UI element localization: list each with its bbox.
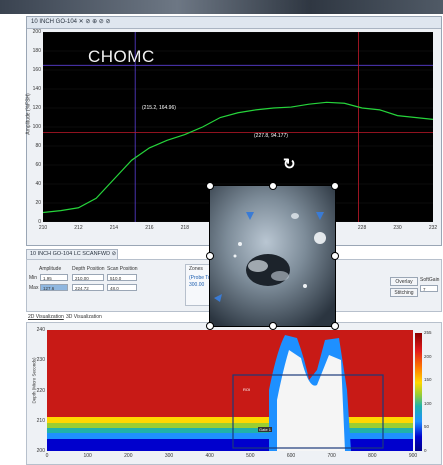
rotate-icon[interactable]: ↻ [283, 156, 296, 173]
colorbar-tick-label: 100 [424, 400, 432, 406]
heatmap-svg [47, 335, 413, 451]
heatmap-y-tick-label: 240 [36, 327, 45, 333]
window-title: 10 INCH GO-104 ✕ ⊘ ⊕ ⊘ ⊘ [31, 19, 111, 25]
x-tick-label: 228 [357, 225, 367, 231]
colorbar-tick-label: 200 [424, 353, 432, 359]
x-tick-label: 212 [74, 225, 83, 231]
min-depth-field[interactable]: 210.00 [72, 274, 104, 281]
heatmap-x-tick-label: 900 [408, 453, 418, 459]
tab-2d-visualization[interactable]: 2D Visualization [28, 314, 64, 320]
background-banner [0, 0, 443, 14]
y-tick-label: 60 [35, 162, 41, 168]
y-tick-label: 80 [35, 143, 41, 149]
heatmap-x-tick-label: 100 [83, 453, 92, 459]
y-tick-label: 180 [32, 48, 41, 54]
cscan-heatmap[interactable]: ROI Gate 1 [47, 330, 413, 451]
amplitude-series-line [43, 101, 433, 214]
heatmap-x-tick-label: 400 [205, 453, 214, 459]
cscan-window: Depth (Micro Seconds) ROI Gate 1 240 230 2… [26, 322, 442, 465]
heatmap-x-tick-label: 300 [164, 453, 174, 459]
roi-box [232, 374, 384, 449]
inspection-photo [210, 186, 335, 326]
max-amplitude-field[interactable]: 127.6 [40, 284, 68, 291]
visualization-tabs: 2D Visualization 3D Visualization [26, 312, 440, 322]
heatmap-x-tick-label: 0 [45, 453, 49, 459]
y-tick-label: 120 [32, 105, 41, 111]
heatmap-x-tick-label: 700 [327, 453, 336, 459]
heatmap-x-tick-label: 600 [286, 453, 296, 459]
min-amplitude-field[interactable]: 1.95 [40, 274, 68, 281]
max-scan-field[interactable]: 48.0 [107, 284, 137, 291]
softgain-field[interactable]: 7 [420, 285, 438, 292]
heatmap-band [47, 423, 413, 428]
heatmap-band [47, 428, 413, 433]
cursor-a-readout: (215.2, 164.96) [142, 105, 176, 111]
overlay-button[interactable]: Overlay [390, 277, 418, 286]
window-titlebar[interactable]: 10 INCH GO-104 ✕ ⊘ ⊕ ⊘ ⊘ [27, 17, 441, 29]
heatmap-x-tick-label: 500 [246, 453, 255, 459]
x-tick-label: 210 [38, 225, 48, 231]
roi-label: ROI [243, 387, 251, 392]
x-tick-label: 230 [393, 225, 402, 231]
min-row-label: Min [29, 275, 38, 281]
heatmap-x-tick-label: 200 [124, 453, 133, 459]
zones-label: Zones [189, 266, 203, 272]
resize-handle-top-right[interactable] [331, 182, 339, 190]
heatmap-y-tick-label: 210 [36, 417, 45, 424]
defect-core [277, 350, 345, 451]
resize-handle-top[interactable] [269, 182, 277, 190]
colorbar-tick-label: 50 [424, 424, 430, 430]
resize-handle-bottom-right[interactable] [331, 322, 339, 330]
resize-handle-right[interactable] [331, 252, 339, 260]
colorbar-tick-label: 255 [424, 330, 432, 335]
x-tick-label: 216 [145, 225, 154, 231]
colorbar-tick-label: 0 [424, 448, 427, 453]
probe-label: (Probe Tr [189, 275, 210, 281]
cursor-b-readout: (227.8, 94.177) [254, 133, 288, 139]
tab-scan-label: 10 INCH GO-104 LC SCANFWD ⊘ [30, 251, 117, 257]
heatmap-x-tick-label: 800 [368, 453, 377, 459]
max-depth-field[interactable]: 224.72 [72, 284, 104, 291]
colorbar-tick-label: 150 [424, 377, 432, 383]
x-tick-label: 232 [428, 225, 438, 231]
y-tick-label: 160 [32, 67, 41, 73]
watermark-text: CHOMC [88, 47, 155, 66]
heatmap-y-tick-label: 200 [36, 448, 45, 454]
amplitude-chart-svg [43, 32, 433, 222]
scan-column-label: Scan Position [107, 266, 138, 272]
softgain-label: SoftGain [420, 277, 440, 283]
depth-column-label: Depth Position [72, 266, 105, 272]
stitching-button[interactable]: Stitching [390, 288, 418, 297]
heatmap-band [47, 433, 413, 439]
heatmap-band [47, 439, 413, 451]
y-tick-label: 200 [32, 29, 41, 35]
x-tick-label: 214 [109, 225, 119, 231]
gate-label: Gate 1 [258, 427, 273, 432]
y-tick-label: 0 [38, 219, 41, 225]
resize-handle-top-left[interactable] [206, 182, 214, 190]
heatmap-y-tick-label: 220 [36, 387, 45, 394]
y-tick-label: 140 [32, 86, 41, 92]
resize-handle-bottom-left[interactable] [206, 322, 214, 330]
max-row-label: Max [29, 285, 39, 291]
resize-handle-left[interactable] [206, 252, 214, 260]
amplitude-column-label: Amplitude [39, 266, 62, 272]
colorbar [415, 333, 422, 451]
y-tick-label: 100 [32, 124, 41, 130]
heatmap-y-tick-label: 230 [36, 357, 45, 364]
heatmap-band [47, 417, 413, 423]
y-tick-label: 40 [35, 181, 41, 187]
resize-handle-bottom[interactable] [269, 322, 277, 330]
y-tick-label: 20 [35, 200, 41, 206]
zone-value[interactable]: 300.00 [189, 282, 205, 288]
x-tick-label: 218 [180, 225, 189, 231]
tab-3d-visualization[interactable]: 3D Visualization [66, 314, 102, 320]
heatmap-y-axis-label: Depth (Micro Seconds) [31, 357, 37, 404]
inspection-photo-overlay[interactable] [206, 182, 339, 330]
min-scan-field[interactable]: 510.0 [107, 274, 137, 281]
